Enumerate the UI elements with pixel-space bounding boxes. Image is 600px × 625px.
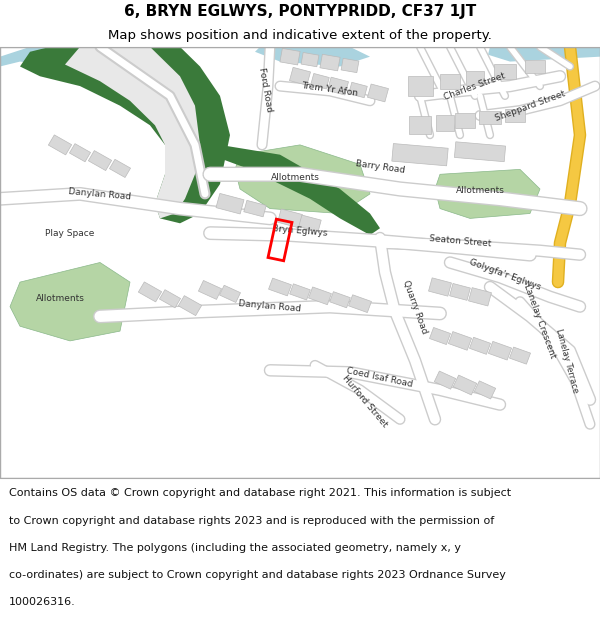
Text: 6, BRYN EGLWYS, PONTYPRIDD, CF37 1JT: 6, BRYN EGLWYS, PONTYPRIDD, CF37 1JT	[124, 4, 476, 19]
Polygon shape	[341, 58, 359, 72]
Polygon shape	[448, 332, 472, 350]
Polygon shape	[488, 47, 600, 62]
Polygon shape	[289, 68, 311, 85]
Text: co-ordinates) are subject to Crown copyright and database rights 2023 Ordnance S: co-ordinates) are subject to Crown copyr…	[9, 570, 506, 580]
Polygon shape	[290, 284, 310, 300]
Polygon shape	[20, 47, 230, 223]
Text: Allotments: Allotments	[455, 186, 505, 196]
Polygon shape	[10, 262, 130, 341]
Text: Trem Yr Afon: Trem Yr Afon	[301, 81, 359, 98]
Text: Sheppard Street: Sheppard Street	[494, 89, 566, 122]
Polygon shape	[440, 74, 460, 89]
Text: Seaton Street: Seaton Street	[428, 234, 491, 248]
Polygon shape	[392, 144, 448, 166]
Polygon shape	[367, 84, 389, 102]
Polygon shape	[210, 145, 380, 235]
Text: Barry Road: Barry Road	[355, 159, 406, 176]
Polygon shape	[329, 292, 350, 308]
Polygon shape	[70, 144, 91, 162]
Polygon shape	[349, 82, 367, 98]
Polygon shape	[466, 71, 484, 85]
Text: Bryn Eglwys: Bryn Eglwys	[272, 224, 328, 238]
Text: Hurford Street: Hurford Street	[341, 374, 389, 429]
Polygon shape	[505, 109, 525, 122]
Polygon shape	[178, 296, 202, 316]
Polygon shape	[409, 116, 431, 134]
Text: Golygfa'r Eglwys: Golygfa'r Eglwys	[468, 257, 542, 291]
Polygon shape	[525, 59, 545, 73]
Text: Allotments: Allotments	[271, 173, 319, 182]
Polygon shape	[220, 285, 241, 302]
Polygon shape	[65, 47, 200, 218]
Polygon shape	[301, 52, 319, 67]
Text: HM Land Registry. The polygons (including the associated geometry, namely x, y: HM Land Registry. The polygons (includin…	[9, 542, 461, 552]
Polygon shape	[488, 341, 512, 360]
Polygon shape	[299, 215, 321, 231]
Text: Charles Street: Charles Street	[443, 71, 507, 101]
Polygon shape	[430, 328, 451, 344]
Polygon shape	[328, 77, 349, 95]
Polygon shape	[109, 159, 131, 177]
Text: 100026316.: 100026316.	[9, 597, 76, 607]
Text: to Crown copyright and database rights 2023 and is reproduced with the permissio: to Crown copyright and database rights 2…	[9, 516, 494, 526]
Polygon shape	[494, 64, 516, 79]
Polygon shape	[308, 287, 331, 305]
Polygon shape	[139, 282, 161, 302]
Polygon shape	[280, 48, 300, 65]
Polygon shape	[255, 47, 370, 66]
Polygon shape	[449, 284, 470, 301]
Text: Danylan Road: Danylan Road	[68, 187, 132, 201]
Polygon shape	[0, 47, 130, 71]
Text: Coed Isaf Road: Coed Isaf Road	[346, 366, 414, 389]
Text: Quarry Road: Quarry Road	[401, 279, 429, 335]
Polygon shape	[88, 151, 112, 171]
Polygon shape	[435, 169, 540, 218]
Polygon shape	[160, 289, 181, 308]
Polygon shape	[278, 209, 302, 227]
Polygon shape	[244, 201, 266, 217]
Polygon shape	[199, 281, 221, 299]
Text: Map shows position and indicative extent of the property.: Map shows position and indicative extent…	[108, 29, 492, 42]
Polygon shape	[349, 295, 371, 312]
Polygon shape	[269, 278, 292, 296]
Polygon shape	[428, 278, 451, 296]
Polygon shape	[407, 76, 433, 96]
Polygon shape	[311, 74, 329, 89]
Polygon shape	[469, 338, 491, 354]
Text: Lanelay Terrace: Lanelay Terrace	[554, 328, 580, 394]
Text: Lanelay Crescent: Lanelay Crescent	[523, 283, 557, 359]
Polygon shape	[475, 381, 496, 399]
Text: Danylan Road: Danylan Road	[238, 299, 302, 314]
Polygon shape	[320, 54, 340, 71]
Polygon shape	[49, 135, 71, 155]
Text: Allotments: Allotments	[35, 294, 85, 303]
Polygon shape	[509, 347, 530, 364]
Text: Ford Road: Ford Road	[257, 67, 274, 113]
Polygon shape	[479, 111, 501, 124]
Polygon shape	[216, 193, 244, 214]
Polygon shape	[454, 142, 506, 162]
Polygon shape	[453, 375, 477, 395]
Polygon shape	[436, 116, 454, 131]
Text: Play Space: Play Space	[46, 229, 95, 238]
Polygon shape	[235, 145, 370, 214]
Polygon shape	[455, 113, 475, 128]
Polygon shape	[469, 288, 491, 306]
Text: Contains OS data © Crown copyright and database right 2021. This information is : Contains OS data © Crown copyright and d…	[9, 488, 511, 498]
Polygon shape	[434, 371, 455, 389]
